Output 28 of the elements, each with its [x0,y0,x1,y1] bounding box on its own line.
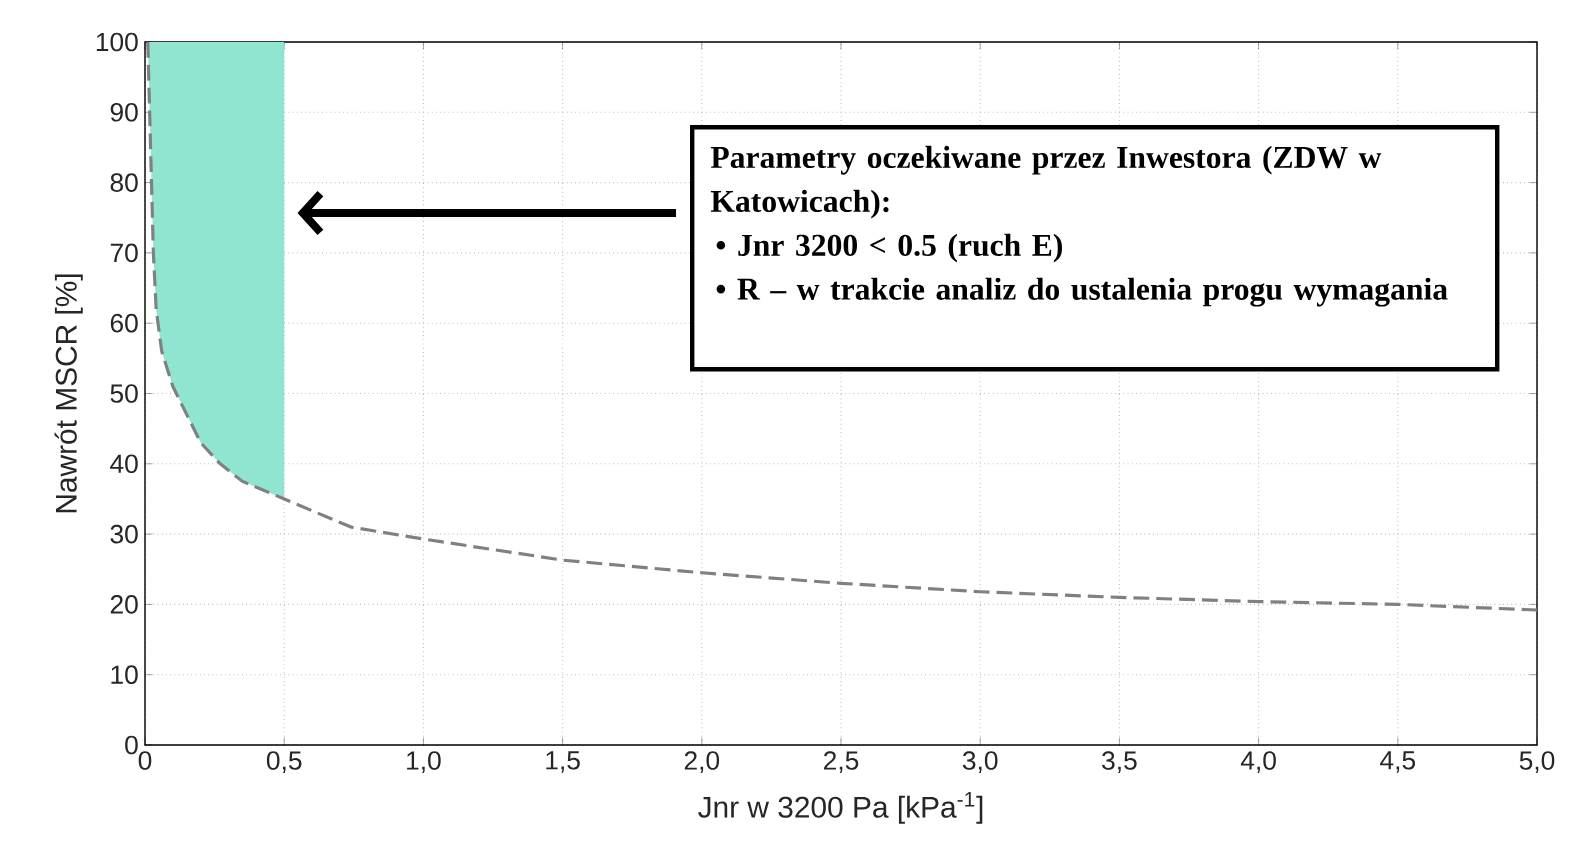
y-tick-label: 10 [111,665,138,685]
x-tick-label: 0 [138,751,152,770]
y-tick-label: 60 [110,313,138,333]
y-tick-label: 100 [96,32,138,52]
x-tick-label: 3,0 [962,751,998,773]
y-tick-label: 40 [110,454,138,474]
x-tick-label: 2,0 [684,751,720,773]
y-tick-label: 30 [110,524,138,544]
annotation: • Jnr 3200 < 0.5 (ruch E) [716,233,1062,263]
annotation: • R – w trakcie analiz do ustalenia progu wymagania [716,277,1448,307]
y-tick-label: 50 [110,384,138,403]
y-tick-label: 0 [125,735,138,755]
x-tick-label: 4,0 [1240,751,1276,773]
x-tick-label: 2,5 [824,751,859,773]
y-tick-label: 90 [110,102,138,122]
x-axis-title: Jnr w 3200 Pa [kPa$^{-1}$] [698,792,983,824]
line-series [146,42,1538,612]
x-tick-label: 0,5 [266,751,302,773]
x-tick-label: 3,5 [1102,751,1137,773]
x-tick-label: 1,0 [407,751,441,773]
y-axis-title: Nawrót MSCR [%] [54,274,83,513]
y-tick-label: 80 [110,173,138,192]
annotation: Parametry oczekiwane przez Inwestora (ZDW w Katowicach): [710,145,1382,219]
y-tick-label: 20 [110,595,138,614]
x-tick-label: 4,5 [1380,751,1416,773]
x-tick-label: 5,0 [1519,751,1555,773]
y-tick-label: 70 [110,243,138,263]
x-tick-label: 1,5 [546,751,580,773]
